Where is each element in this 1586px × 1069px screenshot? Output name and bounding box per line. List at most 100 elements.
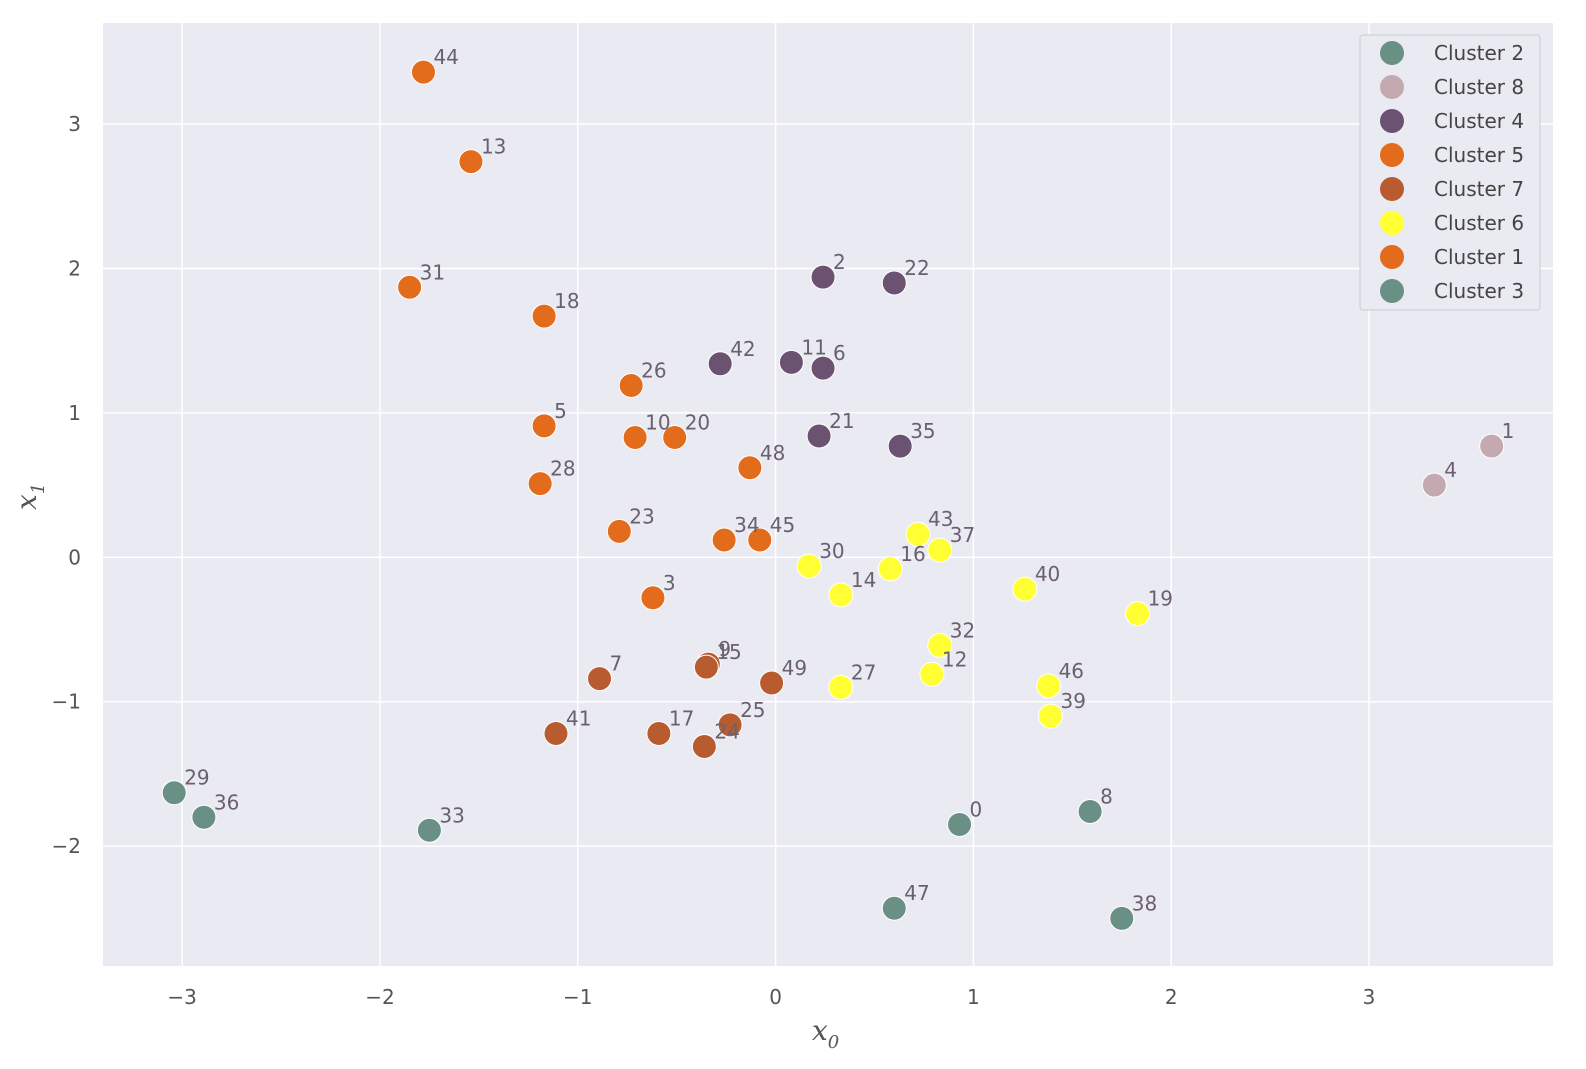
point-label: 37 — [950, 523, 975, 547]
x-tick-label: 1 — [967, 985, 980, 1009]
point-label: 12 — [942, 647, 967, 671]
point-label: 39 — [1061, 689, 1086, 713]
data-point — [693, 654, 719, 680]
data-point — [622, 424, 648, 450]
data-point — [881, 270, 907, 296]
point-label: 26 — [641, 358, 666, 382]
point-label: 8 — [1100, 784, 1113, 808]
legend-box — [1359, 34, 1541, 311]
point-label: 17 — [669, 706, 694, 730]
x-tick-label: 2 — [1165, 985, 1178, 1009]
data-point — [927, 632, 953, 658]
data-point — [806, 423, 832, 449]
point-label: 21 — [829, 409, 854, 433]
legend-entry-label: Cluster 4 — [1434, 109, 1524, 133]
point-label: 13 — [481, 135, 506, 159]
point-label: 38 — [1132, 891, 1157, 915]
point-label: 41 — [566, 706, 591, 730]
grid-lines — [103, 23, 1553, 966]
data-point — [640, 585, 666, 611]
data-point — [416, 817, 442, 843]
data-points — [161, 59, 1505, 931]
legend-marker — [1380, 245, 1404, 269]
data-point — [1012, 576, 1038, 602]
point-label: 3 — [663, 571, 676, 595]
data-point — [887, 433, 913, 459]
point-label: 1 — [1502, 419, 1515, 443]
data-point — [881, 895, 907, 921]
point-label: 11 — [801, 335, 826, 359]
point-label: 16 — [900, 542, 925, 566]
data-point — [618, 372, 644, 398]
data-point — [531, 413, 557, 439]
data-point — [691, 733, 717, 759]
point-label: 35 — [910, 419, 935, 443]
x-tick-label: −3 — [167, 985, 196, 1009]
data-point — [646, 720, 672, 746]
data-point — [1421, 472, 1447, 498]
data-point — [161, 780, 187, 806]
legend-marker — [1380, 177, 1404, 201]
data-point — [711, 527, 737, 553]
legend-entry-label: Cluster 5 — [1434, 143, 1524, 167]
data-point — [905, 521, 931, 547]
data-point — [606, 518, 632, 544]
y-tick-label: 3 — [68, 112, 81, 136]
legend: Cluster 2 Cluster 8 Cluster 4 Cluster 5 Clus… — [1359, 34, 1541, 311]
point-label: 40 — [1035, 562, 1060, 586]
x-tick-label: −1 — [563, 985, 592, 1009]
legend-entry-label: Cluster 3 — [1434, 279, 1524, 303]
point-label: 20 — [685, 410, 710, 434]
point-label: 18 — [554, 289, 579, 313]
point-label: 47 — [904, 881, 929, 905]
point-label: 32 — [950, 618, 975, 642]
x-axis-label: x0 — [812, 1014, 839, 1053]
point-label: 36 — [214, 790, 239, 814]
point-label: 5 — [554, 399, 567, 423]
y-tick-label: −2 — [52, 834, 81, 858]
data-point — [397, 274, 423, 300]
y-tick-label: 1 — [68, 401, 81, 425]
legend-entry-label: Cluster 8 — [1434, 75, 1524, 99]
legend-marker — [1380, 75, 1404, 99]
point-label: 9 — [718, 637, 731, 661]
x-tick-label: 0 — [769, 985, 782, 1009]
point-label: 42 — [730, 337, 755, 361]
data-point — [1038, 703, 1064, 729]
point-label: 23 — [629, 504, 654, 528]
data-point — [662, 424, 688, 450]
point-label: 30 — [819, 539, 844, 563]
point-label: 24 — [714, 719, 739, 743]
data-point — [927, 537, 953, 563]
x-tick-label: −2 — [365, 985, 394, 1009]
legend-entry-label: Cluster 6 — [1434, 211, 1524, 235]
data-point — [1125, 601, 1151, 627]
data-point — [707, 351, 733, 377]
legend-marker — [1380, 143, 1404, 167]
point-label: 0 — [970, 797, 983, 821]
data-point — [796, 553, 822, 579]
point-label: 19 — [1148, 587, 1173, 611]
legend-marker — [1380, 211, 1404, 235]
point-label: 33 — [439, 803, 464, 827]
data-point — [543, 720, 569, 746]
data-point — [759, 670, 785, 696]
point-label: 34 — [734, 513, 759, 537]
point-label: 31 — [420, 260, 445, 284]
point-label: 48 — [760, 441, 785, 465]
data-point — [810, 355, 836, 381]
y-tick-label: 0 — [68, 545, 81, 569]
data-point — [947, 811, 973, 837]
data-point — [527, 471, 553, 497]
legend-marker — [1380, 279, 1404, 303]
y-tick-label: 2 — [68, 256, 81, 280]
legend-entry-label: Cluster 2 — [1434, 41, 1524, 65]
x-tick-label: 3 — [1363, 985, 1376, 1009]
point-label: 10 — [645, 410, 670, 434]
data-point — [919, 661, 945, 687]
plot-background — [103, 23, 1553, 966]
point-label: 28 — [550, 457, 575, 481]
data-point — [828, 582, 854, 608]
data-point — [747, 527, 773, 553]
